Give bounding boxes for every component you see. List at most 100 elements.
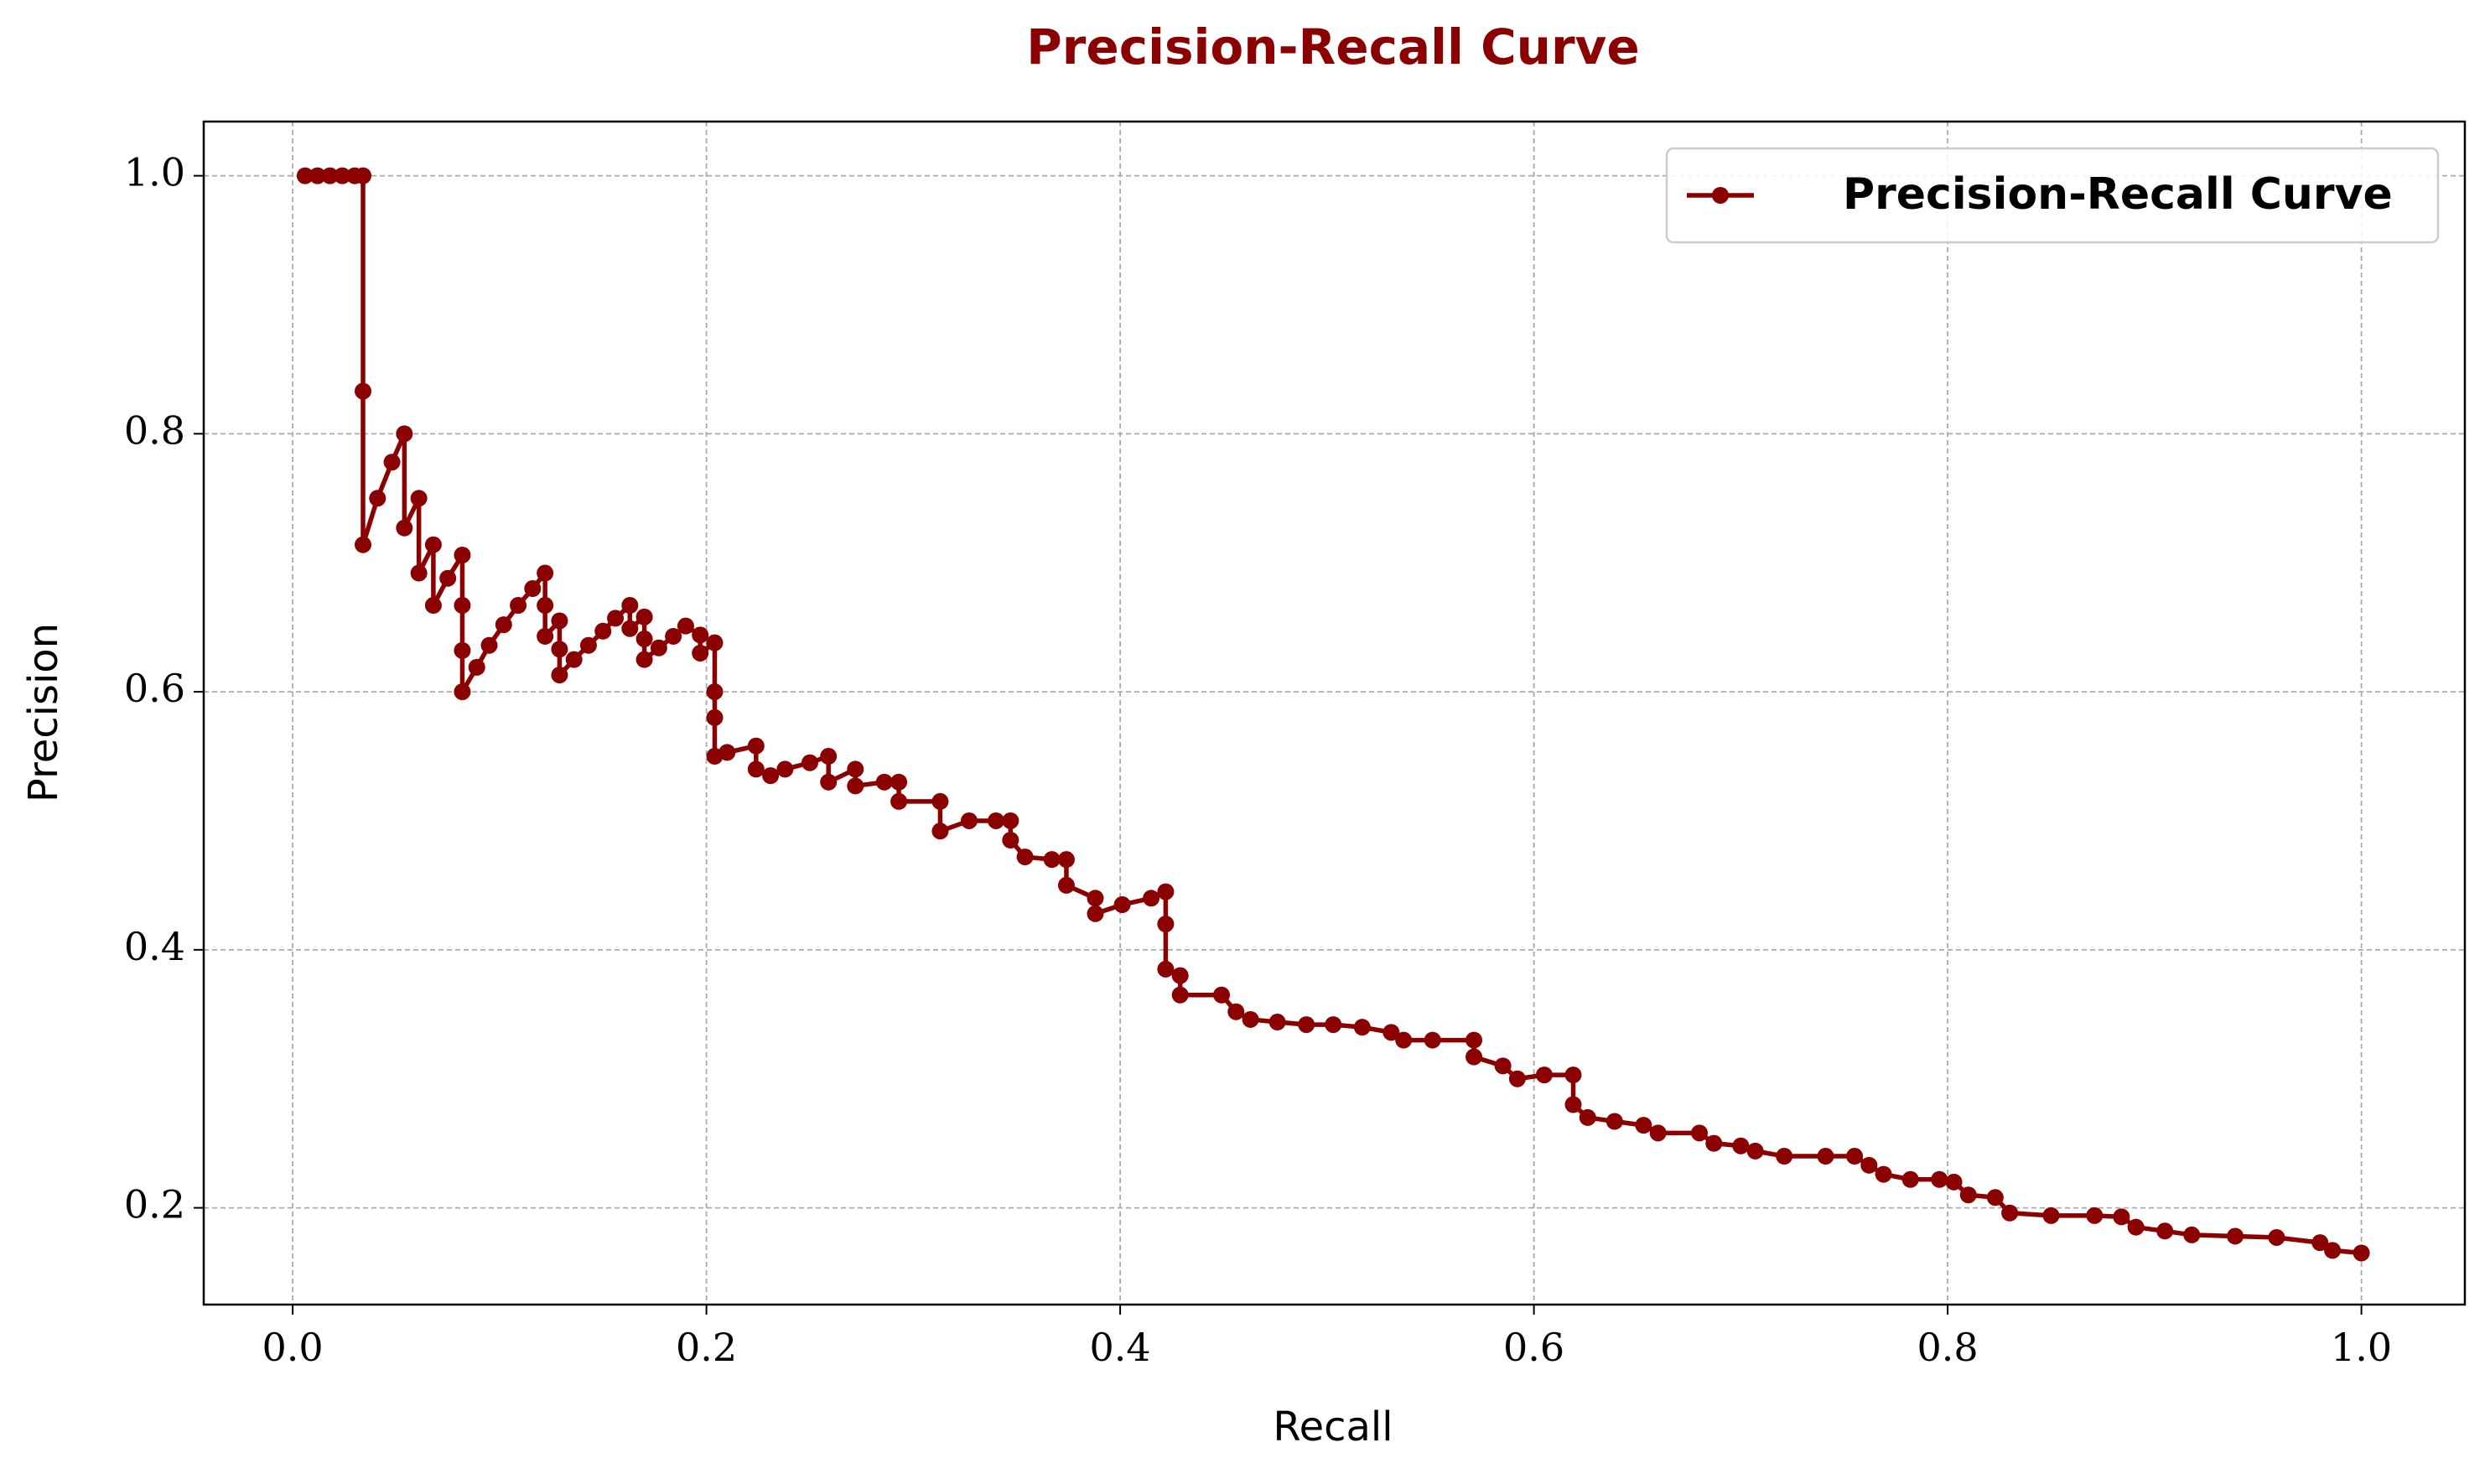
marker [960, 812, 978, 829]
marker [1087, 890, 1104, 907]
marker [1087, 905, 1104, 922]
marker [480, 636, 498, 654]
marker [1157, 916, 1175, 933]
marker [1002, 832, 1019, 849]
marker [396, 425, 413, 443]
y-tick-label: 0.6 [124, 666, 185, 711]
marker [706, 683, 724, 701]
marker [551, 667, 568, 684]
y-tick-label: 0.2 [124, 1182, 185, 1227]
marker [1959, 1186, 1977, 1204]
marker [424, 536, 442, 553]
marker [1057, 851, 1075, 869]
marker [454, 683, 471, 701]
x-axis-label: Recall [1273, 1404, 1393, 1450]
x-tick-label: 1.0 [2331, 1325, 2392, 1370]
marker [747, 737, 765, 755]
marker [468, 658, 485, 676]
y-tick-label: 0.4 [124, 924, 185, 969]
marker [1382, 1024, 1400, 1041]
marker [1986, 1189, 2004, 1206]
x-tick-label: 0.4 [1090, 1325, 1151, 1370]
marker [692, 626, 709, 644]
marker [1213, 986, 1231, 1004]
marker [1016, 848, 1034, 866]
marker [801, 754, 818, 771]
marker [635, 651, 653, 668]
marker [1298, 1016, 1315, 1034]
plot-frame [202, 120, 2467, 1306]
marker [1494, 1057, 1512, 1075]
marker [635, 630, 653, 648]
marker [1691, 1124, 1709, 1142]
marker [820, 748, 838, 765]
marker [890, 792, 908, 810]
marker [2086, 1206, 2104, 1224]
marker [2042, 1206, 2060, 1224]
marker [2311, 1234, 2329, 1252]
marker [1465, 1031, 1483, 1049]
marker [2324, 1242, 2342, 1259]
marker [1395, 1031, 1413, 1049]
marker [1945, 1173, 1963, 1191]
marker [1579, 1108, 1596, 1126]
marker [410, 564, 428, 582]
marker [1776, 1148, 1793, 1165]
x-tick-label: 0.8 [1917, 1325, 1979, 1370]
marker [1875, 1165, 1892, 1183]
marker [1157, 960, 1175, 978]
marker [718, 744, 736, 761]
marker [1353, 1019, 1371, 1036]
marker [1746, 1142, 1764, 1160]
x-tick-label: 0.2 [676, 1325, 737, 1370]
marker [551, 641, 568, 658]
y-tick-label: 0.8 [124, 407, 185, 453]
legend-label: Precision-Recall Curve [1843, 169, 2393, 220]
marker [621, 620, 639, 637]
marker [495, 616, 512, 634]
marker [2001, 1204, 2019, 1222]
marker [677, 617, 694, 635]
marker [354, 382, 371, 400]
marker [776, 760, 794, 778]
marker [454, 641, 471, 659]
marker [1606, 1113, 1623, 1130]
legend-marker [1712, 187, 1729, 204]
marker [747, 760, 765, 778]
marker [524, 580, 542, 598]
marker [1564, 1066, 1582, 1084]
marker [988, 812, 1005, 829]
marker [1705, 1134, 1723, 1152]
marker [2183, 1226, 2201, 1243]
marker [594, 622, 612, 640]
marker [1171, 967, 1189, 984]
marker [1268, 1014, 1286, 1031]
marker [762, 767, 780, 785]
legend: Precision-Recall Curve [1665, 147, 2440, 244]
marker [2268, 1228, 2285, 1246]
marker [537, 597, 554, 615]
marker [931, 822, 949, 840]
marker [692, 644, 709, 662]
marker [510, 597, 527, 615]
marker [1057, 876, 1075, 894]
marker [2127, 1218, 2145, 1236]
marker [875, 773, 893, 791]
marker [1535, 1066, 1553, 1084]
marker [847, 760, 864, 778]
marker [1846, 1148, 1864, 1165]
marker [309, 167, 326, 184]
marker [321, 167, 339, 184]
marker [1171, 986, 1189, 1004]
marker [2156, 1222, 2174, 1240]
marker [369, 490, 386, 507]
marker [2353, 1244, 2370, 1262]
marker [537, 564, 554, 582]
marker [706, 634, 724, 651]
marker [1564, 1096, 1582, 1113]
marker [1817, 1148, 1834, 1165]
marker [706, 708, 724, 726]
marker [383, 454, 401, 471]
